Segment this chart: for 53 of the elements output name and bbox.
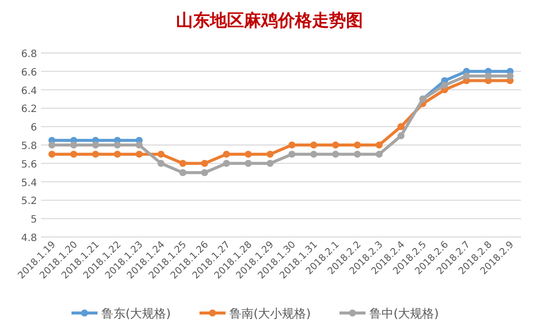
point	[266, 160, 274, 167]
point	[462, 72, 470, 80]
point	[92, 150, 100, 158]
legend-label: 鲁中(大规格)	[370, 306, 439, 320]
point	[70, 142, 78, 148]
point	[506, 72, 514, 80]
point	[179, 160, 186, 167]
point	[114, 142, 121, 148]
point	[332, 150, 340, 158]
point	[48, 150, 56, 158]
point	[244, 150, 252, 158]
y-tick-label: 4.8	[21, 233, 37, 244]
y-tick-label: 5	[30, 214, 37, 226]
point	[222, 150, 230, 158]
y-tick-label: 5.4	[21, 178, 37, 189]
point	[288, 150, 296, 158]
point	[136, 142, 143, 148]
point	[310, 142, 318, 148]
point	[441, 82, 448, 89]
chart-title: 山东地区麻鸡价格走势图	[176, 11, 363, 30]
point	[92, 142, 100, 148]
point	[48, 142, 56, 148]
y-tick-label: 5.6	[21, 159, 37, 170]
point	[310, 150, 318, 158]
point	[136, 150, 143, 158]
point	[398, 132, 404, 140]
point	[244, 160, 252, 167]
point	[354, 142, 361, 148]
point	[179, 169, 186, 176]
legend-label: 鲁东(大规格)	[102, 306, 171, 320]
point	[70, 150, 78, 158]
y-tick-label: 6.8	[21, 49, 37, 60]
point	[376, 142, 383, 148]
y-tick-label: 6.2	[21, 104, 37, 116]
point	[158, 160, 164, 167]
point	[158, 150, 164, 158]
point	[201, 160, 208, 167]
point	[266, 150, 274, 158]
point	[288, 142, 296, 148]
y-tick-label: 6.6	[21, 67, 37, 78]
point	[376, 150, 383, 158]
point	[201, 169, 208, 176]
y-tick-label: 6.4	[21, 86, 37, 97]
point	[222, 160, 230, 167]
point	[354, 150, 361, 158]
y-tick-label: 5.8	[21, 141, 37, 152]
y-tick-label: 5.2	[21, 196, 37, 208]
point	[484, 72, 492, 80]
point	[398, 123, 404, 130]
point	[114, 150, 121, 158]
y-tick-label: 6	[30, 122, 37, 134]
point	[332, 142, 340, 148]
legend-label: 鲁南(大小规格)	[230, 306, 311, 320]
